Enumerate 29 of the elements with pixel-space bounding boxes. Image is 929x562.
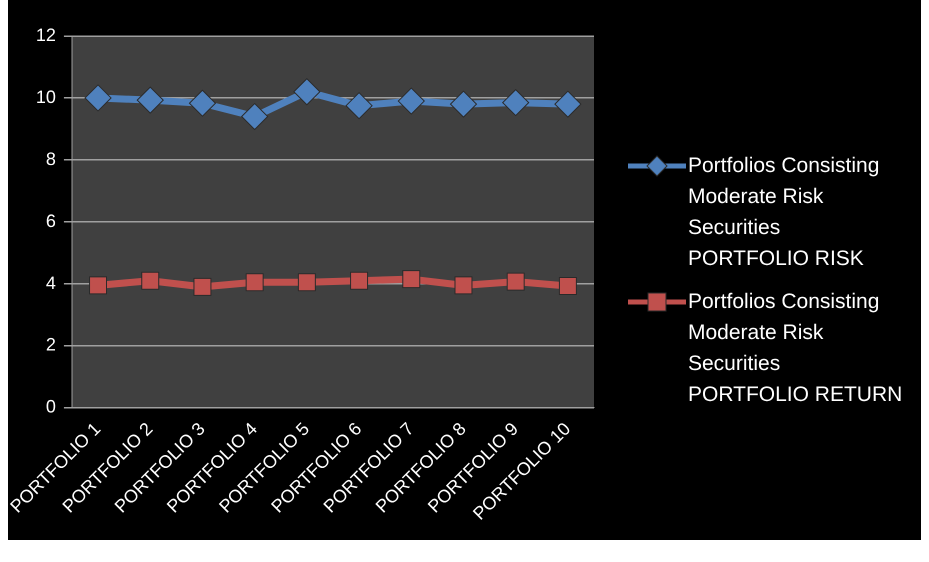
point — [502, 89, 530, 116]
point — [398, 88, 425, 115]
point — [454, 276, 472, 294]
y-tick-label: 12 — [36, 24, 56, 45]
point — [506, 272, 525, 291]
point — [554, 90, 582, 118]
point — [558, 276, 577, 295]
y-tick-label: 8 — [46, 148, 56, 169]
y-tick-label: 6 — [46, 210, 56, 231]
point — [450, 90, 477, 118]
legend-label: Portfolios Consisting Moderate Risk Securities PORTFOLIO RISK — [688, 153, 880, 272]
point — [402, 270, 420, 288]
point — [136, 86, 164, 114]
point — [193, 278, 212, 296]
point — [298, 273, 316, 292]
point — [84, 84, 112, 112]
point — [346, 92, 373, 120]
legend-label: Portfolios Consisting Moderate Risk Securities PORTFOLIO RETURN — [688, 289, 903, 408]
point — [350, 272, 368, 290]
y-tick-label: 0 — [46, 396, 56, 417]
point — [241, 103, 268, 130]
y-tick-label: 4 — [46, 272, 56, 293]
point — [293, 78, 320, 106]
point — [89, 276, 108, 294]
y-tick-label: 2 — [46, 334, 56, 355]
point — [188, 90, 216, 117]
point — [246, 273, 264, 292]
point — [141, 272, 160, 290]
y-tick-label: 10 — [36, 86, 56, 107]
